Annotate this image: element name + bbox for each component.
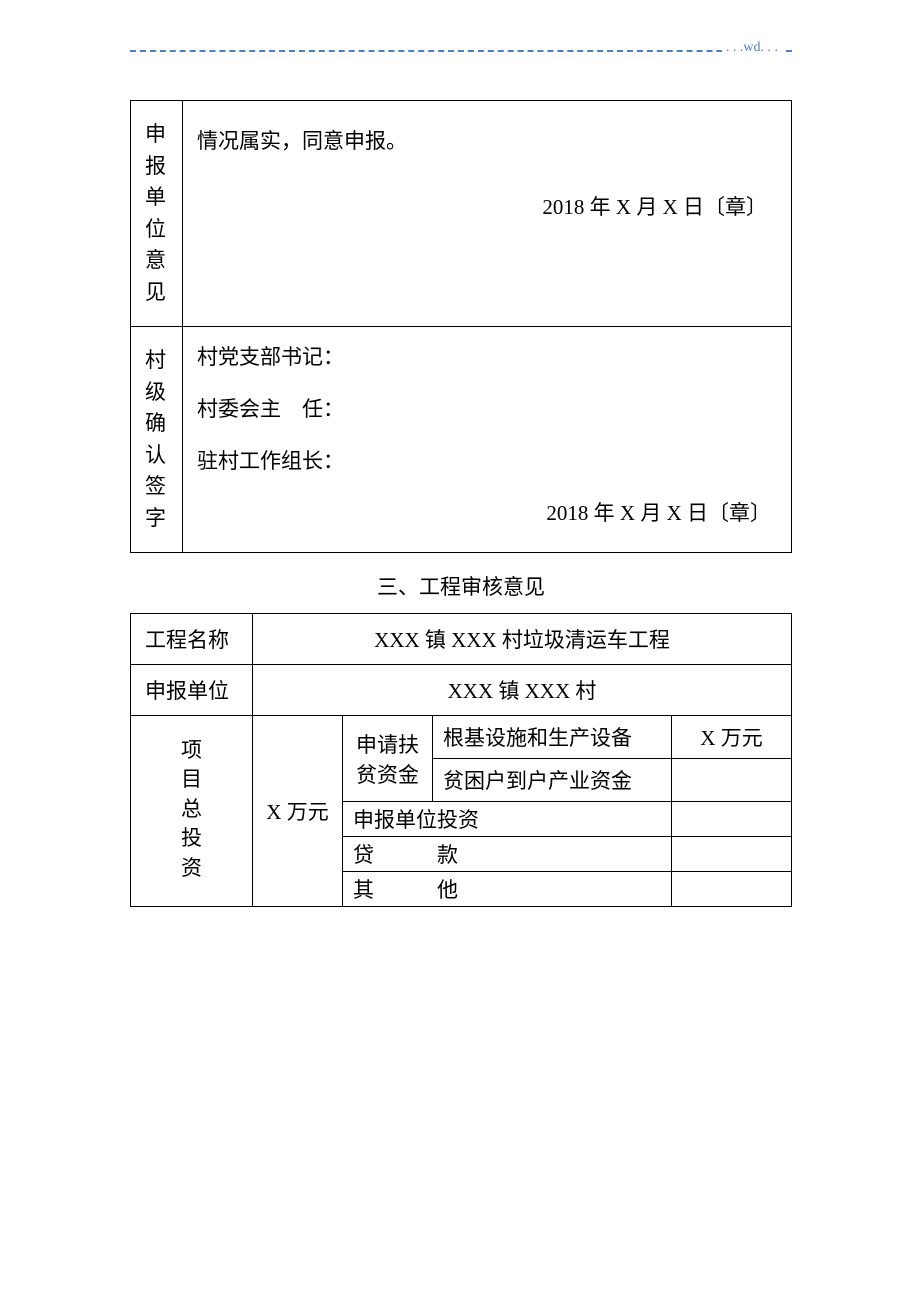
table-row-applicant-opinion: 申报单位意见 情况属实，同意申报。 2018 年 X 月 X 日〔章〕 [131, 101, 792, 327]
infra-equipment-desc: 根基设施和生产设备 [433, 716, 672, 759]
table-row-village-confirm: 村级确认签字 村党支部书记： 村委会主 任： 驻村工作组长： 2018 年 X … [131, 327, 792, 553]
table-row-invest-1: 项 目 总 投 资 X 万元 申请扶贫资金 根基设施和生产设备 X 万元 [131, 716, 792, 759]
other-desc: 其 他 [343, 872, 672, 907]
total-investment-amount: X 万元 [253, 716, 343, 907]
village-confirm-date: 2018 年 X 月 X 日〔章〕 [197, 497, 771, 527]
table-review: 工程名称 XXX 镇 XXX 村垃圾清运车工程 申报单位 XXX 镇 XXX 村… [130, 613, 792, 907]
project-name-label: 工程名称 [131, 614, 253, 665]
village-director-line: 村委会主 任： [197, 393, 771, 423]
village-secretary-line: 村党支部书记： [197, 341, 771, 371]
other-value [672, 872, 792, 907]
applicant-invest-desc: 申报单位投资 [343, 802, 672, 837]
table-row-applicant-unit: 申报单位 XXX 镇 XXX 村 [131, 665, 792, 716]
poor-household-desc: 贫困户到户产业资金 [433, 759, 672, 802]
applicant-opinion-label: 申报单位意见 [131, 101, 183, 327]
applicant-unit-label: 申报单位 [131, 665, 253, 716]
village-confirm-label: 村级确认签字 [131, 327, 183, 553]
project-name-value: XXX 镇 XXX 村垃圾清运车工程 [253, 614, 792, 665]
table-row-project-name: 工程名称 XXX 镇 XXX 村垃圾清运车工程 [131, 614, 792, 665]
applicant-opinion-content-cell: 情况属实，同意申报。 2018 年 X 月 X 日〔章〕 [183, 101, 792, 327]
header-divider: . . .wd. . . [130, 50, 792, 52]
applicant-unit-value: XXX 镇 XXX 村 [253, 665, 792, 716]
applicant-opinion-text: 情况属实，同意申报。 [197, 125, 771, 155]
applicant-opinion-date: 2018 年 X 月 X 日〔章〕 [197, 155, 771, 221]
poor-household-value [672, 759, 792, 802]
applicant-invest-value [672, 802, 792, 837]
loan-desc: 贷 款 [343, 837, 672, 872]
spacer [130, 60, 800, 100]
poverty-fund-label: 申请扶贫资金 [343, 716, 433, 802]
section-title: 三、工程审核意见 [130, 571, 792, 601]
village-confirm-content-cell: 村党支部书记： 村委会主 任： 驻村工作组长： 2018 年 X 月 X 日〔章… [183, 327, 792, 553]
village-workgroup-line: 驻村工作组长： [197, 445, 771, 475]
total-investment-label: 项 目 总 投 资 [131, 716, 253, 907]
table-opinions: 申报单位意见 情况属实，同意申报。 2018 年 X 月 X 日〔章〕 村级确认… [130, 100, 792, 553]
loan-value [672, 837, 792, 872]
header-text: . . .wd. . . [722, 40, 782, 56]
infra-equipment-value: X 万元 [672, 716, 792, 759]
